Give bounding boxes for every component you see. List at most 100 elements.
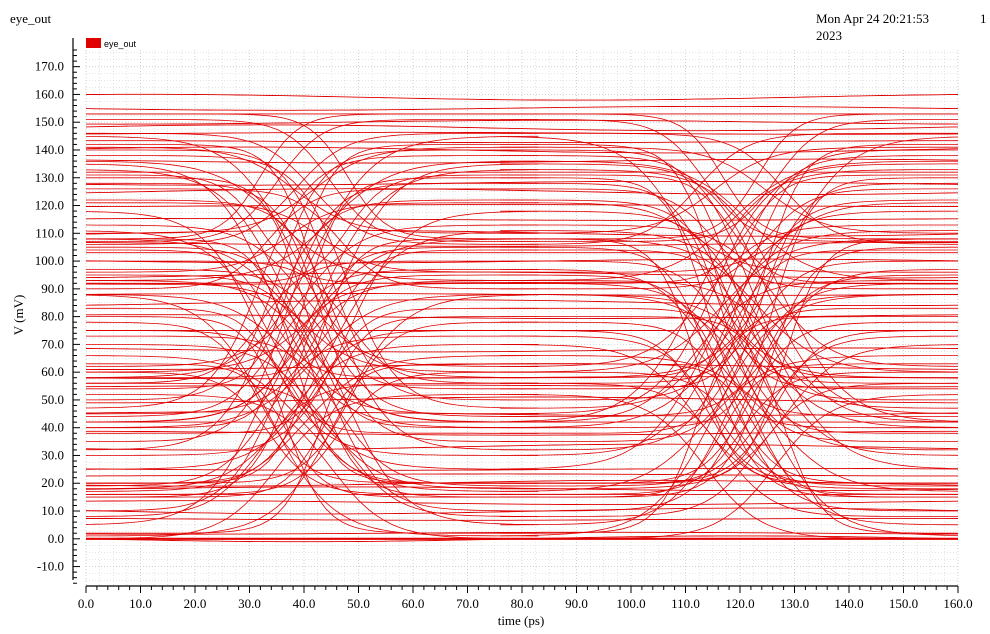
trace-transition	[500, 174, 958, 284]
y-tick-label: 120.0	[35, 198, 64, 213]
trace-transition	[86, 182, 539, 442]
trace-transition	[500, 155, 958, 409]
y-tick-label: 100.0	[35, 253, 64, 268]
trace-transition	[500, 132, 958, 245]
trace-level	[86, 124, 958, 132]
trace-transition	[86, 274, 539, 512]
trace-transition	[500, 199, 958, 451]
trace-transition	[86, 155, 539, 409]
trace-transition	[86, 230, 539, 470]
trace-transition	[86, 246, 539, 498]
y-tick-label: 80.0	[41, 309, 64, 324]
trace-transition	[500, 371, 958, 495]
x-axis-title: time (ps)	[498, 613, 545, 628]
trace-transition	[500, 382, 958, 517]
trace-transition	[500, 260, 958, 384]
trace-transition	[500, 382, 958, 517]
trace-level	[86, 384, 958, 388]
trace-transition	[86, 119, 539, 242]
trace-transition	[500, 113, 958, 240]
y-tick-label: 70.0	[41, 336, 64, 351]
trace-transition	[86, 144, 539, 390]
trace-transition	[500, 160, 958, 281]
trace-transition	[86, 382, 539, 517]
trace-transition	[500, 177, 958, 429]
x-tick-label: 0.0	[78, 596, 94, 611]
trace-transition	[500, 282, 958, 526]
trace-transition	[86, 177, 539, 429]
x-tick-label: 60.0	[402, 596, 425, 611]
trace-transition	[86, 211, 539, 456]
trace-transition	[86, 160, 539, 281]
trace-transition	[500, 274, 958, 512]
trace-transition	[86, 316, 539, 534]
trace-transition	[86, 330, 539, 484]
trace-transition	[86, 224, 539, 367]
y-tick-label: 150.0	[35, 114, 64, 129]
trace-transition	[86, 371, 539, 495]
y-tick-label: 0.0	[48, 531, 64, 546]
trace-transition	[500, 246, 958, 498]
x-tick-label: 110.0	[671, 596, 700, 611]
x-tick-label: 130.0	[780, 596, 809, 611]
trace-transition	[500, 169, 958, 422]
trace-level	[86, 517, 958, 521]
trace-transition	[500, 335, 958, 487]
trace-transition	[86, 282, 539, 525]
y-tick-label: 160.0	[35, 86, 64, 101]
x-tick-label: 70.0	[456, 596, 479, 611]
trace-transition	[500, 307, 958, 434]
waveform-traces	[86, 93, 958, 543]
trace-transition	[500, 246, 958, 498]
trace-level	[86, 140, 958, 144]
y-tick-label: 90.0	[41, 281, 64, 296]
trace-transition	[86, 177, 539, 429]
trace-transition	[500, 119, 958, 242]
trace-transition	[86, 155, 539, 409]
trace-transition	[500, 280, 958, 423]
trace-transition	[86, 274, 539, 512]
trace-transition	[86, 316, 539, 534]
trace-transition	[500, 230, 958, 470]
y-tick-label: 30.0	[41, 447, 64, 462]
trace-transition	[86, 355, 539, 492]
trace-transition	[500, 282, 958, 526]
trace-transition	[86, 202, 539, 273]
trace-level	[86, 443, 958, 451]
trace-level	[86, 158, 958, 164]
trace-transition	[500, 274, 958, 512]
trace-transition	[86, 132, 539, 245]
y-tick-label: 20.0	[41, 475, 64, 490]
trace-transition	[86, 238, 539, 373]
trace-transition	[86, 163, 539, 415]
trace-transition	[500, 344, 958, 490]
trace-transition	[500, 210, 958, 456]
trace-transition	[500, 169, 958, 423]
trace-transition	[86, 307, 539, 434]
y-tick-label: 10.0	[41, 503, 64, 518]
trace-transition	[500, 163, 958, 414]
trace-transition	[500, 146, 958, 234]
trace-transition	[500, 307, 958, 434]
trace-transition	[86, 344, 539, 490]
trace-transition	[500, 224, 958, 367]
trace-transition	[86, 307, 539, 434]
trace-transition	[86, 119, 539, 242]
trace-transition	[500, 202, 958, 273]
trace-level	[86, 180, 958, 186]
x-tick-label: 100.0	[616, 596, 645, 611]
trace-level	[86, 229, 958, 237]
trace-level	[86, 473, 958, 477]
x-tick-label: 20.0	[184, 596, 207, 611]
trace-transition	[86, 330, 539, 484]
x-tick-label: 160.0	[943, 596, 972, 611]
trace-transition	[500, 199, 958, 451]
trace-transition	[500, 174, 958, 284]
trace-transition	[500, 144, 958, 390]
trace-transition	[86, 282, 539, 525]
trace-transition	[500, 177, 958, 429]
y-tick-label: -10.0	[37, 559, 64, 574]
trace-transition	[86, 146, 539, 234]
trace-transition	[86, 394, 539, 540]
